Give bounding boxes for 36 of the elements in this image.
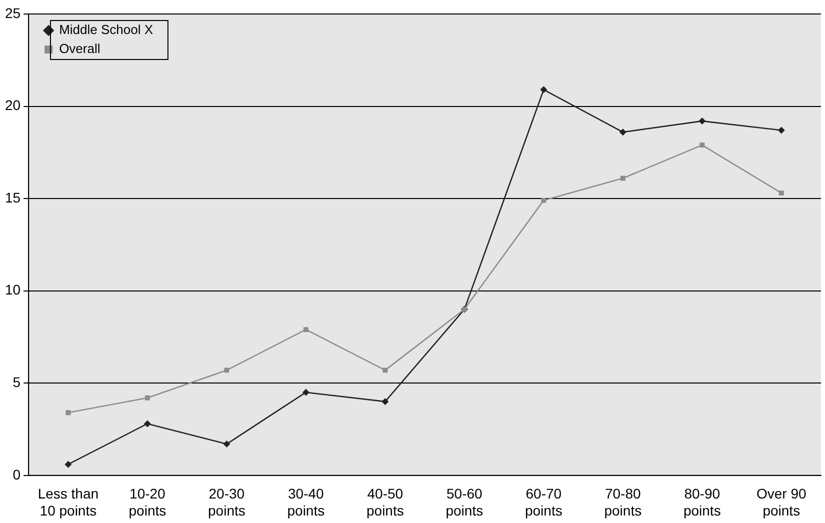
x-tick-label: 70-80 points bbox=[604, 486, 642, 518]
x-tick-label: 50-60 points bbox=[446, 486, 484, 518]
y-tick-label: 5 bbox=[12, 374, 21, 390]
point bbox=[700, 142, 705, 148]
y-tick-label: 20 bbox=[4, 97, 21, 114]
point bbox=[66, 410, 71, 416]
y-tick-label: 10 bbox=[4, 282, 21, 298]
point bbox=[541, 198, 546, 203]
point bbox=[223, 440, 230, 448]
x-tick-label: 20-30 points bbox=[208, 486, 246, 518]
point bbox=[778, 190, 784, 196]
y-tick-label: 0 bbox=[12, 466, 21, 482]
point bbox=[64, 460, 72, 468]
point bbox=[302, 388, 310, 396]
legend-label: Overall bbox=[59, 41, 100, 56]
point bbox=[698, 118, 706, 125]
point bbox=[778, 126, 785, 134]
point bbox=[619, 128, 626, 136]
point bbox=[620, 176, 626, 181]
point bbox=[540, 86, 548, 94]
point bbox=[382, 368, 388, 373]
point bbox=[303, 327, 308, 332]
x-tick-label: 80-90 points bbox=[683, 486, 721, 518]
legend-label: Middle School X bbox=[59, 22, 154, 38]
x-tick-label: Over 90 points bbox=[756, 486, 806, 518]
point bbox=[144, 420, 151, 428]
x-tick-label: Less than 10 points bbox=[38, 486, 99, 518]
point bbox=[382, 398, 389, 406]
x-tick-label: 40-50 points bbox=[366, 486, 404, 518]
y-tick-label: 15 bbox=[4, 189, 21, 206]
x-tick-label: 30-40 points bbox=[287, 486, 325, 518]
point bbox=[144, 395, 150, 400]
x-tick-label: 60-70 points bbox=[524, 486, 562, 518]
x-tick-label: 10-20 points bbox=[128, 486, 166, 518]
y-tick-label: 25 bbox=[4, 4, 21, 21]
point bbox=[224, 368, 230, 373]
